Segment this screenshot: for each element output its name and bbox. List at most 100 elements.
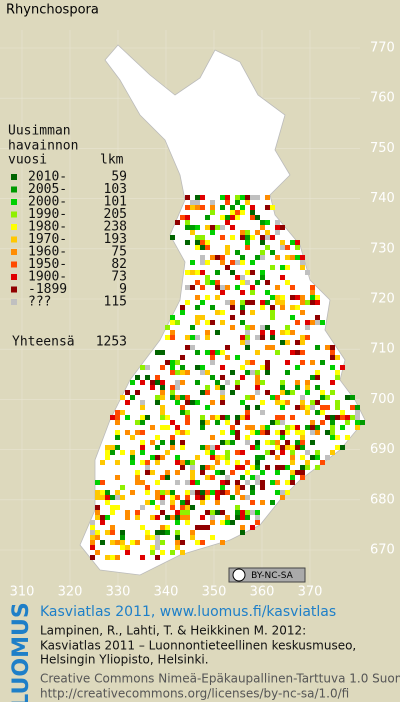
occurrence	[245, 300, 250, 305]
occurrence	[195, 455, 200, 460]
occurrence	[195, 380, 200, 385]
occurrence	[315, 370, 320, 375]
occurrence	[300, 260, 305, 265]
occurrence	[290, 450, 295, 455]
occurrence	[185, 510, 190, 515]
occurrence	[150, 380, 155, 385]
occurrence	[200, 525, 205, 530]
occurrence	[240, 465, 245, 470]
occurrence	[95, 495, 100, 500]
occurrence	[270, 235, 275, 240]
occurrence	[235, 285, 240, 290]
occurrence	[165, 475, 170, 480]
occurrence	[125, 430, 130, 435]
legend-label: 1950-	[28, 257, 67, 272]
occurrence	[130, 395, 135, 400]
occurrence	[325, 430, 330, 435]
occurrence	[90, 525, 95, 530]
occurrence	[160, 455, 165, 460]
occurrence	[185, 415, 190, 420]
occurrence	[285, 430, 290, 435]
occurrence	[160, 495, 165, 500]
occurrence	[180, 440, 185, 445]
occurrence	[205, 405, 210, 410]
occurrence	[135, 430, 140, 435]
occurrence	[310, 285, 315, 290]
occurrence	[200, 205, 205, 210]
occurrence	[125, 400, 130, 405]
occurrence	[300, 395, 305, 400]
legend-count: 9	[119, 282, 127, 297]
occurrence	[245, 325, 250, 330]
occurrence	[220, 415, 225, 420]
occurrence	[195, 240, 200, 245]
occurrence	[180, 370, 185, 375]
occurrence	[215, 295, 220, 300]
occurrence	[270, 345, 275, 350]
occurrence	[185, 400, 190, 405]
occurrence	[235, 260, 240, 265]
occurrence	[210, 200, 215, 205]
occurrence	[240, 375, 245, 380]
occurrence	[180, 405, 185, 410]
y-tick-label: 700	[370, 392, 395, 407]
occurrence	[335, 405, 340, 410]
occurrence	[250, 260, 255, 265]
occurrence	[310, 320, 315, 325]
occurrence	[310, 420, 315, 425]
occurrence	[255, 350, 260, 355]
occurrence	[165, 490, 170, 495]
occurrence	[200, 470, 205, 475]
legend-swatch	[11, 199, 17, 205]
occurrence	[185, 395, 190, 400]
occurrence	[175, 545, 180, 550]
occurrence	[130, 460, 135, 465]
y-tick-label: 760	[370, 91, 395, 106]
occurrence	[285, 390, 290, 395]
occurrence	[190, 535, 195, 540]
occurrence	[205, 495, 210, 500]
occurrence	[205, 240, 210, 245]
occurrence	[175, 380, 180, 385]
occurrence	[315, 410, 320, 415]
occurrence	[95, 490, 100, 495]
occurrence	[240, 255, 245, 260]
occurrence	[300, 300, 305, 305]
headline: Kasviatlas 2011, www.luomus.fi/kasviatla…	[40, 604, 336, 620]
occurrence	[220, 225, 225, 230]
occurrence	[285, 325, 290, 330]
occurrence	[155, 395, 160, 400]
occurrence	[225, 440, 230, 445]
occurrence	[100, 490, 105, 495]
occurrence	[130, 450, 135, 455]
occurrence	[185, 370, 190, 375]
occurrence	[265, 425, 270, 430]
occurrence	[210, 305, 215, 310]
occurrence	[160, 525, 165, 530]
occurrence	[265, 450, 270, 455]
occurrence	[330, 450, 335, 455]
legend-count: 205	[104, 207, 127, 222]
occurrence	[110, 525, 115, 530]
license: Creative Commons Nimeä-Epäkaupallinen-Ta…	[40, 672, 400, 686]
occurrence	[320, 405, 325, 410]
occurrence	[125, 545, 130, 550]
occurrence	[180, 355, 185, 360]
occurrence	[150, 385, 155, 390]
occurrence	[355, 415, 360, 420]
occurrence	[315, 295, 320, 300]
occurrence	[220, 290, 225, 295]
occurrence	[135, 480, 140, 485]
occurrence	[185, 300, 190, 305]
occurrence	[205, 350, 210, 355]
occurrence	[245, 425, 250, 430]
occurrence	[225, 520, 230, 525]
occurrence	[290, 240, 295, 245]
y-tick-label: 690	[370, 442, 395, 457]
occurrence	[255, 335, 260, 340]
occurrence	[260, 365, 265, 370]
occurrence	[220, 195, 225, 200]
occurrence	[140, 380, 145, 385]
occurrence	[280, 275, 285, 280]
occurrence	[270, 305, 275, 310]
